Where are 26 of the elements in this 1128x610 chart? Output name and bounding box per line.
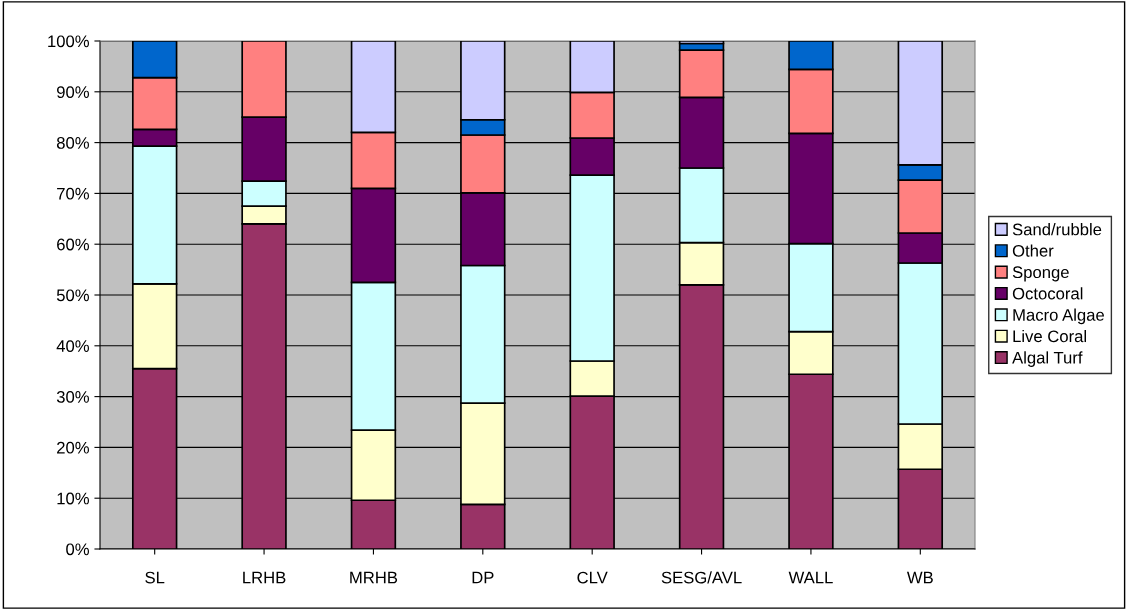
x-tick-label: CLV (577, 571, 608, 584)
x-tick-label: MRHB (350, 571, 398, 584)
legend-label: Algal Turf (1012, 351, 1083, 367)
x-tick-label: SL (145, 571, 165, 584)
y-tick-label: 30% (56, 391, 89, 403)
x-tick-label: LRHB (243, 571, 286, 584)
x-tick-label: SESG/AVL (661, 571, 742, 584)
legend-label: Sponge (1012, 266, 1069, 282)
y-tick-label: 100% (48, 35, 89, 48)
y-tick-label: 50% (56, 289, 89, 302)
y-tick-label: 70% (57, 187, 89, 200)
x-tick-label: DP (472, 571, 494, 584)
legend-label: Octocoral (1012, 287, 1083, 300)
y-tick-label: 60% (57, 238, 89, 251)
legend-label: Sand/rubble (1012, 223, 1102, 236)
x-tick-label: WB (906, 571, 933, 584)
y-tick-label: 20% (57, 441, 89, 454)
y-tick-label: 10% (57, 492, 89, 505)
y-tick-label: 0% (66, 543, 89, 556)
x-tick-label: WALL (788, 571, 833, 584)
y-tick-label: 80% (56, 137, 89, 149)
y-tick-label: 40% (56, 340, 89, 352)
legend-label: Live Coral (1013, 329, 1086, 343)
legend-label: Other (1012, 244, 1054, 257)
y-tick-label: 90% (57, 86, 89, 98)
legend-label: Macro Algae (1013, 308, 1104, 325)
